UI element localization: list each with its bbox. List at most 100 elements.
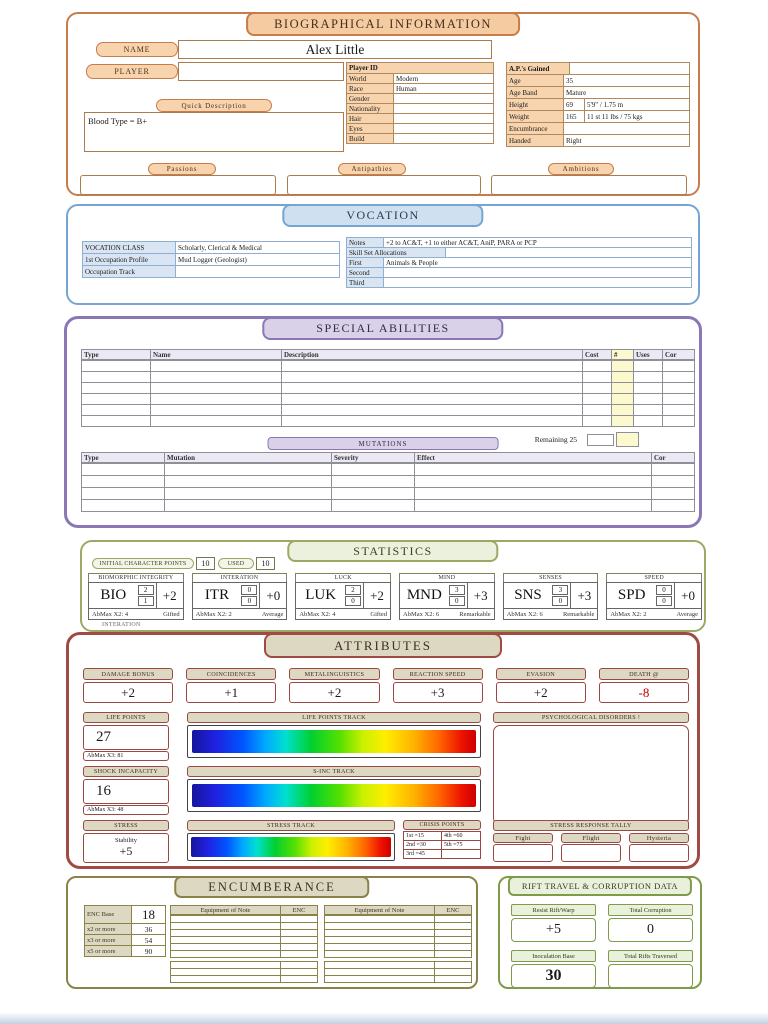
block-value[interactable]: +5 (511, 918, 596, 942)
tally-box[interactable] (561, 844, 621, 862)
row-label: x5 or more (84, 945, 132, 957)
quick-description-field[interactable]: Blood Type = B+ (84, 112, 344, 152)
tally-box[interactable] (493, 844, 553, 862)
row-value[interactable]: Right (563, 134, 690, 147)
equipment-rows-extra (324, 961, 472, 983)
sinc-track: S-INC TRACK (187, 766, 481, 812)
ap-gained-table: A.P.'s Gained Age 35 Age Band Mature Heigh… (506, 62, 690, 147)
tally-columns: Fight Flight Hysteria (493, 833, 689, 862)
stat-box-bottom[interactable]: 0 (552, 596, 569, 606)
name-field[interactable]: Alex Little (178, 40, 492, 59)
column-header: # (611, 349, 634, 360)
stress-value[interactable]: +5 (119, 844, 133, 858)
stress-label: STRESS (83, 820, 169, 831)
remaining-points-box[interactable] (587, 434, 614, 446)
stat-box-bottom[interactable]: 0 (345, 596, 362, 606)
stat-box-bottom[interactable]: 0 (656, 596, 673, 606)
mutations-rows (81, 463, 695, 512)
column-header: Severity (331, 452, 415, 463)
enc-base-label: ENC Base (84, 905, 132, 924)
equipment-rows (324, 915, 472, 958)
row-value[interactable]: 90 (131, 945, 166, 957)
equipment-row[interactable] (170, 950, 318, 958)
stat-modifier[interactable]: +3 (466, 583, 494, 608)
attr-value[interactable]: -8 (598, 682, 690, 703)
enc-base-value[interactable]: 18 (131, 905, 166, 924)
stat-box-top[interactable]: 3 (552, 585, 569, 595)
shock-incapacity-block: SHOCK INCAPACITY 16 AbMax X3: 48 (83, 766, 169, 815)
tally-box[interactable] (629, 844, 689, 862)
sinc-track-bar (187, 779, 481, 812)
stat-box-bottom[interactable]: 0 (241, 596, 258, 606)
attr-metalinguistics: METALINGUISTICS +2 (289, 668, 380, 703)
attr-value[interactable]: +1 (186, 682, 277, 703)
stat-box-bottom[interactable]: 1 (137, 596, 154, 606)
stat-box-top[interactable]: 0 (241, 585, 258, 595)
attr-value[interactable]: +2 (495, 682, 586, 703)
mutation-row[interactable] (81, 487, 695, 500)
stat-modifier[interactable]: +3 (570, 583, 597, 608)
attr-damage-bonus: DAMAGE BONUS +2 (83, 668, 174, 703)
stat-modifier[interactable]: +0 (674, 583, 701, 608)
row-value[interactable] (383, 277, 692, 288)
attr-label: DAMAGE BONUS (83, 668, 174, 680)
psych-disorders-block: PSYCHOLOGICAL DISORDERS ! (493, 712, 689, 825)
row-value[interactable] (393, 133, 494, 144)
block-label: Inoculation Base (511, 950, 596, 962)
life-points-value[interactable]: 27 (83, 725, 169, 750)
stat-box-top[interactable]: 2 (137, 585, 154, 595)
special-ability-row[interactable] (81, 415, 695, 427)
crisis-cell[interactable]: 3rd =45 (403, 849, 442, 859)
column-header: Name (150, 349, 282, 360)
equipment-row[interactable] (170, 975, 318, 983)
column-header: Type (81, 452, 165, 463)
player-id-table: Player ID World Modern Race Human Gender N… (346, 62, 494, 144)
total-rifts-traversed-block: Total Rifts Traversed (608, 950, 693, 988)
stat-box-top[interactable]: 2 (345, 585, 362, 595)
block-value[interactable]: 0 (608, 918, 693, 942)
stat-abmax: AbMax X2: 4 (299, 610, 336, 618)
stress-track: STRESS TRACK (187, 820, 395, 861)
passions-field[interactable] (80, 175, 276, 195)
player-field[interactable] (178, 62, 344, 81)
vocation-section-title: VOCATION (282, 204, 484, 227)
stat-abmax: AbMax X2: 2 (610, 610, 647, 618)
equipment-row[interactable] (324, 975, 472, 983)
special-ability-row[interactable] (81, 382, 695, 394)
special-ability-row[interactable] (81, 404, 695, 416)
initial-character-points-value[interactable]: 10 (196, 557, 215, 570)
attr-value[interactable]: +2 (83, 682, 174, 703)
stat-modifier[interactable]: +2 (363, 583, 390, 608)
stat-modifier[interactable]: +2 (155, 583, 183, 608)
equipment-table-1: Equipment of Note ENC (170, 905, 318, 983)
stat-box-top[interactable]: 3 (448, 585, 465, 595)
row-value[interactable] (175, 265, 340, 278)
stat-abmax: AbMax X2: 6 (506, 610, 543, 618)
used-points-value[interactable]: 10 (256, 557, 275, 570)
shock-value[interactable]: 16 (83, 779, 169, 804)
stat-box-bottom[interactable]: 0 (448, 596, 465, 606)
stat-modifier[interactable]: +0 (259, 583, 286, 608)
mutation-row[interactable] (81, 499, 695, 512)
stat-rating: Gifted (370, 610, 388, 618)
passions-label: Passions (148, 163, 216, 175)
ambitions-label: Ambitions (548, 163, 614, 175)
column-header: Type (81, 349, 151, 360)
equipment-row[interactable] (324, 950, 472, 958)
remaining-tally-box[interactable] (616, 432, 639, 447)
ambitions-field[interactable] (491, 175, 687, 195)
lp-track-bar (187, 725, 481, 758)
crisis-cell[interactable] (441, 849, 481, 859)
psych-disorders-field[interactable] (493, 725, 689, 825)
block-label: Total Corruption (608, 904, 693, 916)
stat-box-top[interactable]: 0 (656, 585, 673, 595)
block-label: Total Rifts Traversed (608, 950, 693, 962)
block-value[interactable] (608, 964, 693, 988)
block-value[interactable]: 30 (511, 964, 596, 988)
attr-value[interactable]: +3 (392, 682, 483, 703)
quick-description-label: Quick Description (156, 99, 272, 112)
antipathies-field[interactable] (287, 175, 481, 195)
attr-value[interactable]: +2 (289, 682, 380, 703)
